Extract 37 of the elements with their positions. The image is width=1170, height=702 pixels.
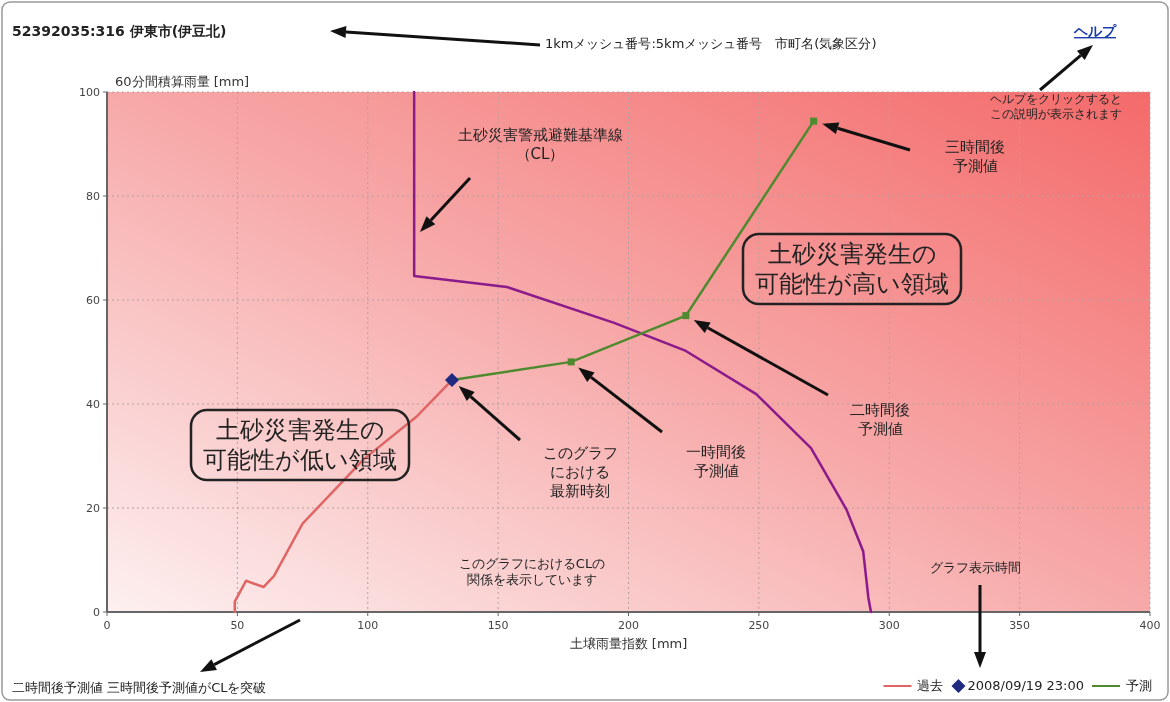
x-axis-title: 土壌雨量指数 [mm] bbox=[569, 636, 688, 651]
x-tick-label: 250 bbox=[748, 619, 770, 632]
x-tick-label: 300 bbox=[878, 619, 900, 632]
x-tick-label: 200 bbox=[618, 619, 639, 632]
y-tick-label: 80 bbox=[86, 190, 100, 203]
legend-label: 過去 bbox=[917, 678, 944, 693]
x-tick-label: 400 bbox=[1139, 619, 1161, 632]
point bbox=[810, 117, 818, 125]
annotation: 土砂災害警戒避難基準線（CL） bbox=[457, 126, 623, 163]
y-tick-label: 100 bbox=[79, 86, 100, 99]
y-tick-label: 0 bbox=[93, 606, 100, 619]
legend-label: 2008/09/19 23:00 bbox=[967, 678, 1084, 693]
point bbox=[444, 373, 459, 388]
annotation: 一時間後予測値 bbox=[686, 443, 746, 480]
annotation: このグラフにおける最新時刻 bbox=[542, 444, 618, 500]
y-tick-label: 20 bbox=[86, 502, 100, 515]
legend-label: 予測 bbox=[1126, 678, 1152, 693]
x-tick-label: 150 bbox=[487, 619, 509, 632]
x-tick-label: 50 bbox=[230, 619, 245, 632]
annotation: このグラフにおけるCLの関係を表示しています bbox=[458, 556, 606, 588]
x-tick-label: 100 bbox=[357, 619, 379, 632]
point bbox=[682, 312, 690, 320]
point bbox=[567, 358, 575, 366]
annotation: グラフ表示時間 bbox=[929, 560, 1021, 575]
y-tick-label: 40 bbox=[86, 398, 100, 411]
annotation: 土砂災害発生の可能性が低い領域 bbox=[203, 416, 397, 474]
text: 二時間後予測値 三時間後予測値がCLを突破 bbox=[12, 680, 267, 695]
annotation: ヘルプをクリックするとこの説明が表示されます bbox=[990, 92, 1122, 121]
annotation: 土砂災害発生の可能性が高い領域 bbox=[755, 240, 949, 298]
y-tick-label: 60 bbox=[86, 294, 100, 307]
chart-title: 52392035:316 伊東市(伊豆北) bbox=[12, 23, 227, 39]
x-tick-label: 350 bbox=[1009, 619, 1031, 632]
annotation: 三時間後予測値 bbox=[945, 138, 1005, 175]
annotation: 二時間後予測値 bbox=[850, 401, 910, 438]
x-tick-label: 0 bbox=[103, 619, 111, 632]
y-axis-title: 60分間積算雨量 [mm] bbox=[115, 74, 250, 89]
text: 1kmメッシュ番号:5kmメッシュ番号 市町名(気象区分) bbox=[545, 36, 877, 51]
